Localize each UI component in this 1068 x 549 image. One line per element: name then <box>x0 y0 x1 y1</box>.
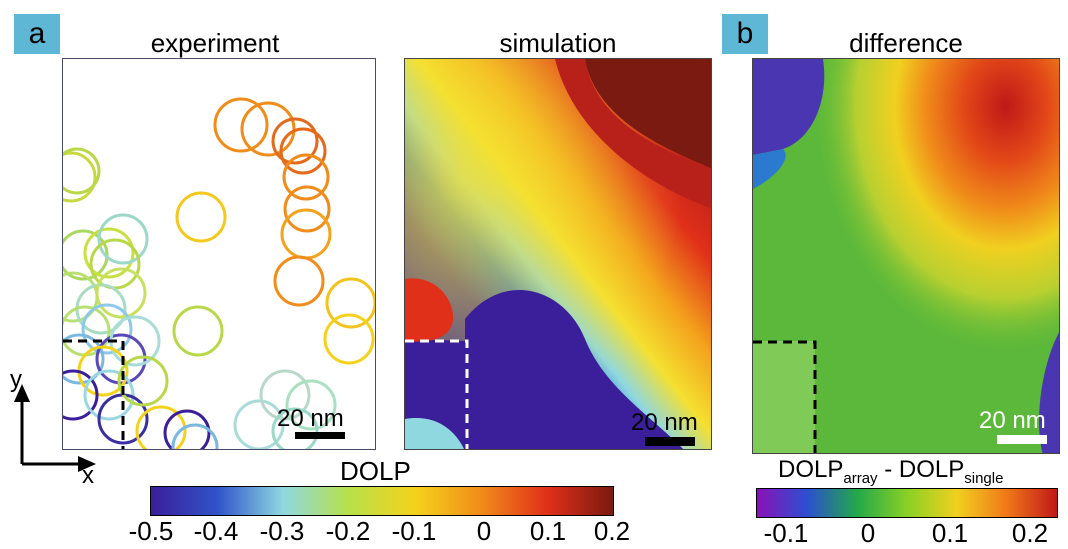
colorbar-tick-label: -0.1 <box>391 516 437 546</box>
simulation-panel: 20 nm <box>404 58 712 450</box>
ring <box>285 379 337 431</box>
colorbar-tick-label: -0.4 <box>193 516 239 546</box>
title-simulation: simulation <box>499 28 617 58</box>
colorbar-diff-label: DOLParray - DOLPsingle <box>778 456 1003 487</box>
colorbar-diff <box>756 488 1058 518</box>
title-experiment: experiment <box>150 28 280 58</box>
ring <box>83 227 135 279</box>
difference-panel: 20 nm <box>752 58 1060 454</box>
ring <box>81 303 133 355</box>
colorbar-tick-label: -0.2 <box>325 516 371 546</box>
ring <box>271 407 319 449</box>
ring <box>63 333 105 385</box>
colorbar-tick-label: 0 <box>476 516 492 546</box>
ring <box>279 127 327 175</box>
scalebar-bar <box>997 435 1047 444</box>
ring <box>213 97 269 153</box>
colorbar-dolp-label: DOLP <box>340 456 411 486</box>
ring <box>95 333 147 385</box>
colorbar-tick-label: -0.1 <box>763 518 809 548</box>
corner-region-outline <box>753 340 817 453</box>
ring <box>283 185 331 233</box>
ring <box>63 147 101 195</box>
ring <box>280 208 332 260</box>
axis-arrows <box>14 384 96 472</box>
scalebar-label: 20 nm <box>631 409 698 436</box>
scalebar-label: 20 nm <box>979 407 1046 434</box>
ring <box>172 305 224 357</box>
experiment-circles <box>63 97 375 449</box>
colorbar-tick-label: 0.2 <box>593 516 631 546</box>
ring <box>83 369 135 421</box>
x-arrow-icon <box>78 456 96 472</box>
corner-region-outline <box>63 339 125 449</box>
ring <box>240 101 296 157</box>
title-difference: difference <box>849 28 963 58</box>
scalebar-bar <box>645 437 695 446</box>
ring <box>175 191 227 243</box>
ring <box>271 117 319 165</box>
ring <box>97 213 149 265</box>
ring <box>323 313 375 365</box>
colorbar-tick-label: 0.1 <box>529 516 567 546</box>
ring <box>282 153 330 201</box>
ring <box>63 151 97 203</box>
colorbar-dolp <box>150 486 614 516</box>
ring <box>259 369 311 421</box>
ring <box>163 409 211 449</box>
ring <box>325 277 375 329</box>
experiment-panel: 20 nm <box>62 58 376 450</box>
colorbar-diff-label-sub2: single <box>964 470 1004 487</box>
scalebar-label: 20 nm <box>277 405 344 432</box>
ring <box>63 369 99 421</box>
ring <box>273 255 325 307</box>
ring <box>233 399 285 449</box>
corner-region-outline <box>405 339 469 449</box>
ring <box>95 267 147 319</box>
colorbar-diff-label-sub1: array <box>843 470 878 487</box>
axis-x-label: x <box>82 462 94 489</box>
ring <box>135 405 187 449</box>
colorbar-tick-label: -0.3 <box>259 516 305 546</box>
colorbar-tick-label: 0 <box>860 518 876 548</box>
panel-label-b: b <box>722 14 768 54</box>
colorbar-diff-label-main1: DOLP <box>778 456 844 483</box>
ring <box>117 355 169 407</box>
ring <box>171 423 219 449</box>
colorbar-tick-label: 0.1 <box>931 518 969 548</box>
scalebar-bar <box>295 432 345 439</box>
colorbar-tick-label: 0.2 <box>1011 518 1049 548</box>
axis-y-label: y <box>10 366 22 393</box>
y-arrow-icon <box>14 384 30 402</box>
panel-label-a: a <box>14 14 60 54</box>
colorbar-tick-label: -0.5 <box>128 516 174 546</box>
colorbar-diff-label-sep: - DOLP <box>877 456 965 483</box>
